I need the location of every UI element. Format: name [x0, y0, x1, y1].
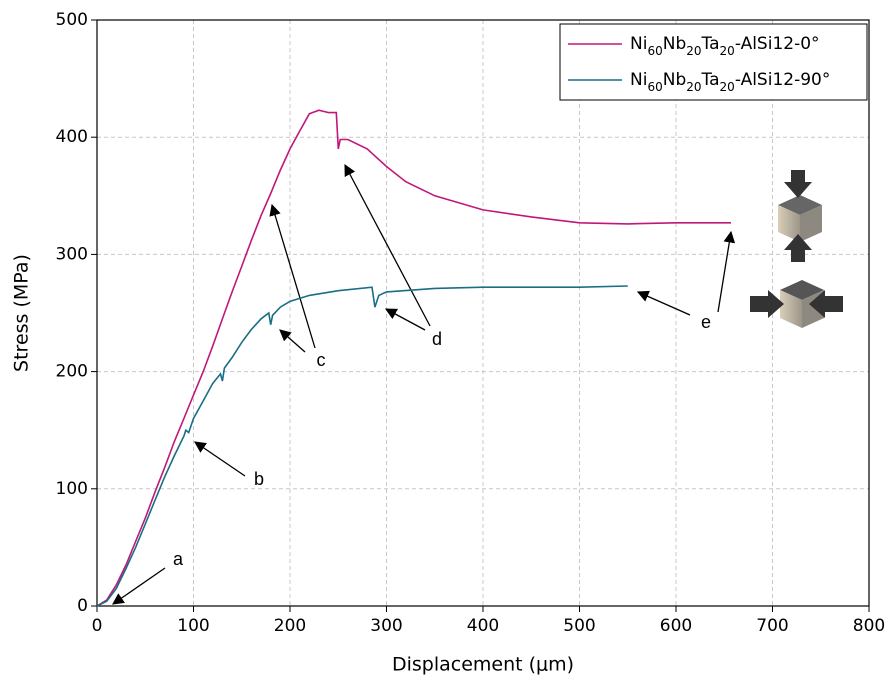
y-tick-label: 400: [56, 127, 88, 147]
x-axis-label: Displacement (μm): [392, 654, 574, 676]
legend-label: Ni60Nb20Ta20-AlSi12-0°: [630, 34, 820, 58]
sample-icons: [750, 170, 843, 328]
x-tick-label: 600: [660, 616, 692, 636]
x-tick-label: 200: [274, 616, 306, 636]
legend-box: [559, 23, 868, 101]
legend-label: Ni60Nb20Ta20-AlSi12-90°: [630, 70, 830, 94]
x-tick-label: 300: [370, 616, 402, 636]
x-tick-label: 800: [853, 616, 885, 636]
annotation-label: c: [317, 350, 326, 370]
data-line: [96, 109, 731, 607]
y-tick-label: 0: [77, 596, 88, 616]
annotation-label: d: [432, 329, 442, 349]
annotation-label: a: [173, 549, 184, 569]
x-tick-label: 700: [756, 616, 788, 636]
annotation-arrows: [112, 163, 736, 605]
annotation-label: b: [254, 469, 264, 489]
x-tick-label: 0: [92, 616, 103, 636]
y-tick-label: 100: [56, 479, 88, 499]
y-tick-label: 200: [56, 362, 88, 382]
y-axis-label: Stress (MPa): [11, 254, 33, 372]
data-line: [96, 285, 628, 607]
x-tick-label: 400: [467, 616, 499, 636]
y-tick-label: 300: [56, 244, 88, 264]
x-tick-label: 100: [177, 616, 209, 636]
annotation-label: e: [701, 312, 711, 332]
y-tick-label: 500: [56, 10, 88, 30]
x-tick-label: 500: [563, 616, 595, 636]
